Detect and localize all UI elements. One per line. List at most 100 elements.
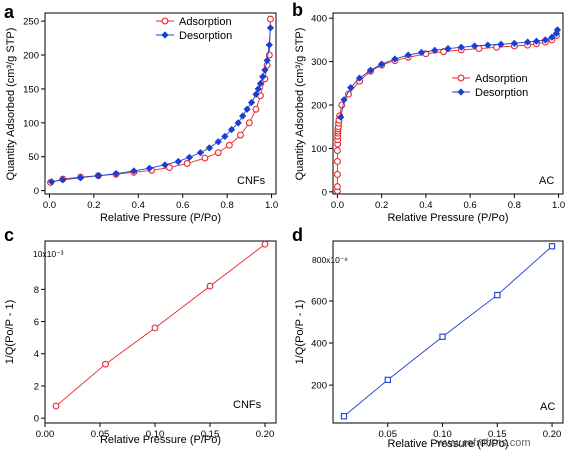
data-point xyxy=(237,131,244,139)
x-tick-label: 0.10 xyxy=(146,429,165,440)
x-tick-label: 0.6 xyxy=(176,200,189,211)
legend-label: Adsorption xyxy=(475,73,528,85)
data-point xyxy=(205,144,213,152)
data-point xyxy=(391,55,399,63)
x-tick-label: 0.4 xyxy=(132,200,145,211)
y-axis-title: 1/Q(Po/P - 1) xyxy=(4,300,16,365)
legend-label: Desorption xyxy=(475,87,528,99)
y-multiplier: 10x10⁻³ xyxy=(33,249,64,259)
data-point xyxy=(470,42,479,50)
data-point xyxy=(165,164,173,172)
x-tick-label: 0.2 xyxy=(87,200,100,211)
series-line-fit xyxy=(55,243,266,407)
sample-label: CNFs xyxy=(237,175,266,187)
data-point xyxy=(183,160,191,167)
x-tick-label: 0.20 xyxy=(543,429,562,440)
data-point xyxy=(161,161,169,169)
sample-label: AC xyxy=(539,175,554,187)
data-point xyxy=(494,291,501,299)
x-tick-label: 0.4 xyxy=(419,200,432,211)
data-point xyxy=(355,74,364,82)
data-point xyxy=(112,170,120,178)
plot-frame xyxy=(332,240,564,424)
series-line-adsorption xyxy=(50,19,271,183)
legend-marker xyxy=(457,74,465,82)
data-point xyxy=(532,37,541,45)
data-point xyxy=(214,138,222,146)
data-point xyxy=(227,125,236,134)
data-point xyxy=(333,157,341,165)
y-tick-label: 400 xyxy=(311,14,327,25)
data-point xyxy=(548,243,556,250)
plot-frame xyxy=(44,240,277,424)
y-tick-label: 0 xyxy=(322,187,327,198)
y-multiplier: 800x10⁻⁶ xyxy=(312,255,348,265)
y-axis-title: Quantity Adsorbed (cm³/g STP) xyxy=(294,28,306,181)
data-point xyxy=(552,29,560,38)
data-point xyxy=(333,147,341,155)
legend-label: Desorption xyxy=(179,30,232,42)
data-point xyxy=(252,90,260,98)
data-point xyxy=(254,85,262,93)
data-point xyxy=(185,153,193,162)
y-tick-label: 200 xyxy=(311,101,327,112)
x-tick-label: 0.15 xyxy=(488,429,507,440)
data-point xyxy=(548,33,556,41)
data-point xyxy=(340,413,348,420)
data-point xyxy=(239,112,247,120)
data-point xyxy=(130,167,138,175)
data-point xyxy=(151,324,159,332)
x-axis-title: Relative Pressure (P/Po) xyxy=(100,212,221,224)
y-tick-label: 100 xyxy=(23,118,39,129)
y-axis-title: 1/Q(Po/P - 1) xyxy=(294,300,306,365)
data-point xyxy=(214,149,222,157)
x-tick-label: 0.6 xyxy=(464,200,477,211)
data-point xyxy=(174,157,182,166)
y-tick-label: 250 xyxy=(23,17,39,28)
x-axis-title: Relative Pressure (P/Po) xyxy=(100,434,221,446)
x-axis-title: Relative Pressure (P/Po) xyxy=(387,438,508,450)
data-point xyxy=(404,51,412,59)
series-line-adsorption xyxy=(336,35,557,191)
data-point xyxy=(145,164,154,172)
data-point xyxy=(263,56,271,65)
data-point xyxy=(266,24,275,32)
series-line-fit xyxy=(343,245,553,417)
y-tick-label: 0 xyxy=(34,414,39,425)
data-point xyxy=(59,176,67,184)
y-tick-label: 300 xyxy=(311,57,327,68)
data-point xyxy=(333,183,341,191)
data-point xyxy=(497,40,505,48)
data-point xyxy=(261,240,269,248)
data-point xyxy=(337,113,345,121)
panel-d: 0.05 0.10 0.15 0.20 200 400 600 800x10⁻⁶ Relativ… xyxy=(294,240,564,450)
x-tick-label: 0.20 xyxy=(256,429,275,440)
data-point xyxy=(247,98,256,107)
y-tick-label: 200 xyxy=(311,381,327,392)
x-tick-label: 1.0 xyxy=(552,200,565,211)
data-point xyxy=(366,66,375,74)
legend-marker xyxy=(161,31,169,39)
plot-frame xyxy=(44,12,277,195)
data-point xyxy=(225,141,233,149)
data-point xyxy=(243,105,251,113)
data-point xyxy=(457,43,465,51)
y-axis-title: Quantity Adsorbed (cm³/g STP) xyxy=(5,28,17,181)
data-point xyxy=(201,154,209,162)
data-point xyxy=(439,333,446,340)
data-point xyxy=(266,15,274,23)
data-point xyxy=(48,178,56,186)
data-point xyxy=(234,119,242,127)
data-point xyxy=(541,36,549,44)
x-axis-title: Relative Pressure (P/Po) xyxy=(387,212,508,224)
legend-marker xyxy=(457,88,465,96)
panel-letter-b: b xyxy=(292,0,303,20)
data-point xyxy=(261,66,269,74)
data-point xyxy=(196,149,205,157)
x-tick-label: 0.00 xyxy=(36,429,55,440)
y-tick-label: 200 xyxy=(23,51,39,62)
x-tick-label: 0.15 xyxy=(201,429,220,440)
data-point xyxy=(94,172,102,180)
y-tick-label: 2 xyxy=(34,381,39,392)
sample-label: AC xyxy=(540,401,555,413)
